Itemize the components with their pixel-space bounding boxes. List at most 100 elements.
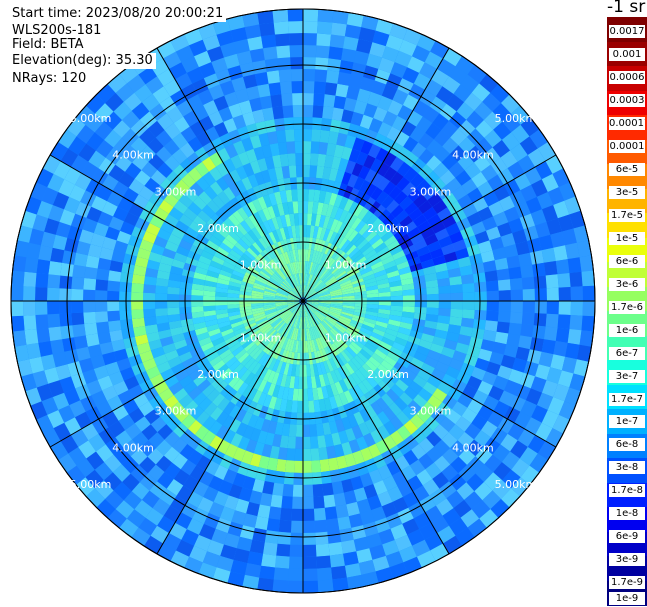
scan-cell <box>125 423 142 440</box>
scan-cell <box>569 373 586 392</box>
scan-cell <box>311 327 318 339</box>
scan-cell <box>280 283 291 292</box>
scan-cell <box>377 162 391 177</box>
scan-cell <box>164 375 179 389</box>
scan-cell <box>343 377 353 391</box>
scan-cell <box>287 580 303 593</box>
scan-cell <box>328 260 338 272</box>
scan-cell <box>295 364 300 377</box>
scan-cell <box>535 161 553 180</box>
scan-cell <box>404 152 419 168</box>
scan-cell <box>128 384 144 399</box>
scan-cell <box>330 305 343 310</box>
scan-cell <box>331 22 347 37</box>
scan-cell <box>227 301 240 305</box>
scan-cell <box>430 543 449 562</box>
scan-cell <box>277 335 285 348</box>
scan-cell <box>460 509 480 528</box>
scan-cell <box>363 317 377 325</box>
scan-cell <box>373 454 387 470</box>
scan-cell <box>248 374 259 388</box>
scan-cell <box>293 315 299 328</box>
scan-cell <box>262 341 273 353</box>
scan-cell <box>340 239 351 252</box>
scan-cell <box>472 319 486 330</box>
scan-cell <box>342 298 355 301</box>
scan-cell <box>484 472 503 491</box>
scan-cell <box>314 375 322 388</box>
scan-cell <box>486 361 501 376</box>
scan-cell <box>329 288 342 294</box>
scan-cell <box>249 134 262 149</box>
scan-cell <box>372 328 386 337</box>
scan-cell <box>317 289 330 296</box>
scan-cell <box>288 263 295 275</box>
scan-cell <box>402 405 417 420</box>
scan-cell <box>241 450 254 465</box>
scan-cell <box>305 352 310 365</box>
scan-cell <box>356 436 369 451</box>
scan-cell <box>466 244 481 257</box>
scan-cell <box>386 323 400 332</box>
scan-cell <box>158 329 172 340</box>
scan-cell <box>203 301 216 307</box>
scan-cell <box>328 311 341 318</box>
scan-cell <box>257 337 269 349</box>
scan-cell <box>246 343 258 355</box>
scan-cell <box>167 293 180 301</box>
scan-cell <box>490 499 510 518</box>
scan-cell <box>338 430 349 444</box>
scan-cell <box>345 346 357 358</box>
scan-cell <box>278 141 288 155</box>
scan-cell <box>373 106 388 122</box>
scan-cell <box>303 484 314 497</box>
scan-cell <box>272 482 284 496</box>
scan-cell <box>178 239 193 251</box>
scan-cell <box>349 322 362 331</box>
scan-cell <box>305 316 309 329</box>
scan-cell <box>128 407 145 424</box>
scan-cell <box>86 379 102 396</box>
scan-cell <box>480 339 495 352</box>
scan-cell <box>392 341 406 352</box>
scan-cell <box>354 306 367 311</box>
scan-cell <box>268 396 278 410</box>
scan-cell <box>133 194 149 209</box>
scan-cell <box>311 460 321 473</box>
scan-cell <box>350 111 364 126</box>
scan-cell <box>482 216 498 231</box>
scan-cell <box>229 342 242 353</box>
scan-cell <box>262 394 273 408</box>
scan-cell <box>374 324 387 333</box>
scan-cell <box>20 373 37 392</box>
scan-cell <box>254 71 269 86</box>
scan-cell <box>330 370 339 384</box>
scan-cell <box>148 339 163 351</box>
scan-cell <box>236 366 248 379</box>
scan-cell <box>371 172 384 187</box>
scan-cell <box>128 354 143 367</box>
scan-cell <box>47 287 60 301</box>
scan-cell <box>291 225 297 238</box>
field-text: Field: BETA <box>12 37 87 53</box>
scan-cell <box>353 354 366 367</box>
scan-cell <box>553 200 570 219</box>
scan-cell <box>119 291 132 301</box>
scan-cell <box>262 194 273 208</box>
scan-cell <box>337 71 352 86</box>
scan-cell <box>375 567 394 584</box>
scan-cell <box>304 286 310 298</box>
scan-cell <box>286 238 293 251</box>
colorbar-unit: -1 sr <box>607 0 646 17</box>
scan-cell <box>155 130 173 147</box>
scan-cell <box>329 308 342 314</box>
scan-cell <box>131 317 145 328</box>
scan-cell <box>324 347 333 360</box>
scan-cell <box>267 168 278 182</box>
scan-cell <box>362 273 376 282</box>
scan-cell <box>76 346 91 361</box>
scan-cell <box>203 305 216 312</box>
scan-cell <box>213 95 229 111</box>
scan-cell <box>153 235 168 248</box>
scan-cell <box>307 201 314 214</box>
